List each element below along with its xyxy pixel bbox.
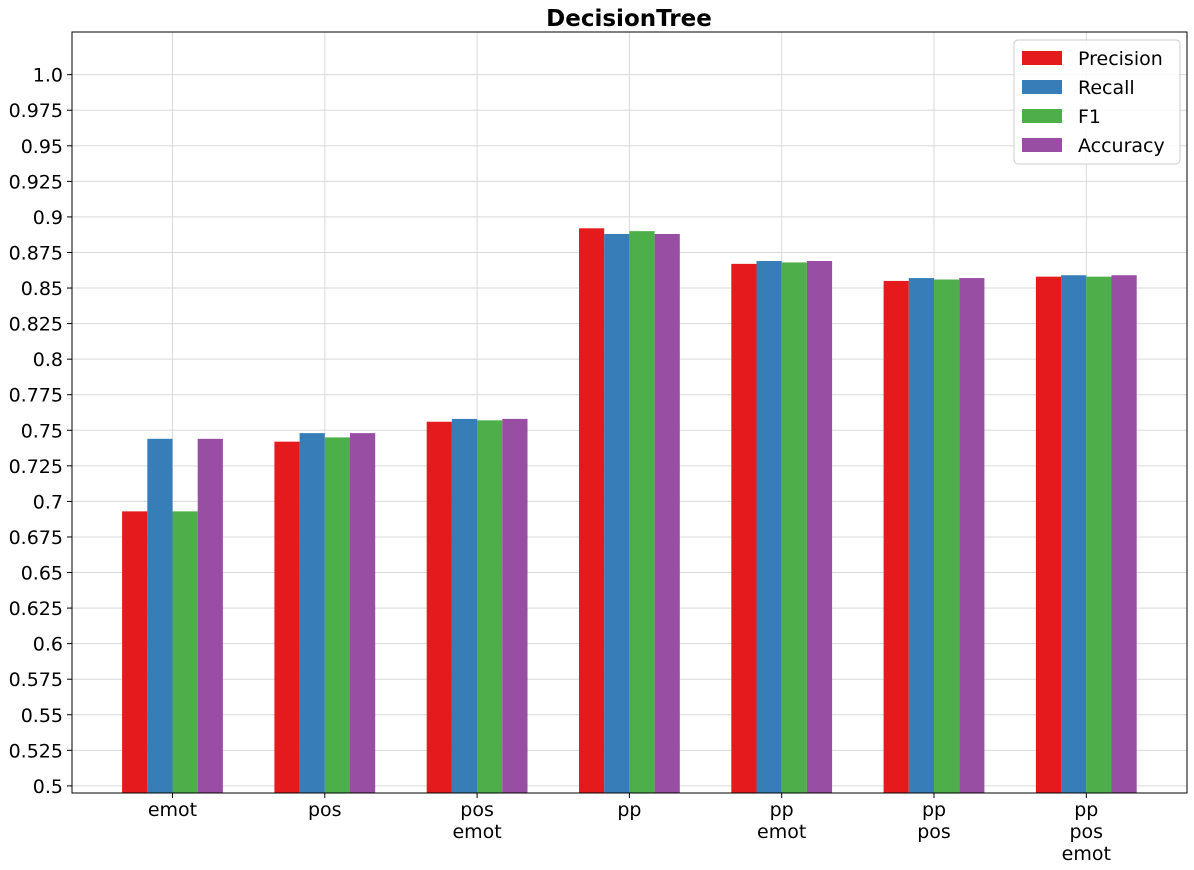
- y-tick-label: 1.0: [33, 65, 63, 87]
- chart-title: DecisionTree: [546, 6, 712, 32]
- y-tick-label: 0.725: [9, 456, 63, 478]
- y-tick-label: 0.825: [9, 314, 63, 336]
- legend-swatch-accuracy: [1022, 138, 1062, 152]
- bar-precision-3: [579, 228, 605, 793]
- x-tick-label: pp: [770, 799, 794, 821]
- bar-f1-0: [172, 511, 198, 793]
- bar-accuracy-6: [1111, 275, 1137, 794]
- bar-precision-6: [1035, 276, 1062, 793]
- bar-accuracy-3: [654, 233, 680, 793]
- bar-recall-5: [908, 278, 934, 793]
- y-tick-label: 0.875: [9, 242, 63, 264]
- bar-precision-2: [426, 421, 452, 793]
- bar-f1-4: [781, 262, 807, 793]
- bar-precision-4: [731, 263, 757, 793]
- bar-recall-4: [756, 261, 782, 793]
- x-tick-label: emot: [148, 799, 197, 821]
- bar-recall-0: [147, 438, 173, 793]
- y-tick-label: 0.775: [9, 385, 63, 407]
- legend: Precision Recall F1 Accuracy: [1013, 39, 1181, 165]
- x-tick-label: pos: [917, 821, 951, 843]
- x-tick-label: pos: [308, 799, 342, 821]
- x-tick-label: emot: [452, 821, 501, 843]
- y-tick-label: 0.625: [9, 598, 63, 620]
- bar-recall-2: [451, 418, 478, 793]
- y-tick-label: 0.575: [9, 669, 63, 691]
- x-tick-label: emot: [757, 821, 806, 843]
- x-tick-label: emot: [1062, 843, 1111, 865]
- legend-swatch-f1: [1022, 109, 1062, 123]
- x-tick-label: pp: [617, 799, 641, 821]
- bar-f1-1: [324, 437, 350, 793]
- bar-accuracy-0: [197, 438, 223, 793]
- y-tick-label: 0.75: [21, 420, 63, 442]
- bar-accuracy-2: [502, 418, 528, 793]
- bar-precision-1: [274, 441, 300, 793]
- y-tick-label: 0.525: [9, 740, 63, 762]
- y-tick-label: 0.95: [21, 136, 63, 158]
- bar-recall-6: [1061, 275, 1087, 794]
- y-tick-label: 0.6: [33, 634, 63, 656]
- legend-swatch-recall: [1022, 80, 1062, 94]
- bar-accuracy-1: [350, 433, 376, 793]
- legend-label-accuracy: Accuracy: [1078, 135, 1165, 157]
- y-axis-ticks: 0.5 0.525 0.55 0.575 0.6 0.625 0.65 0.675 0.7 0.7…: [9, 65, 72, 798]
- y-tick-label: 0.65: [21, 563, 63, 585]
- y-tick-label: 0.85: [21, 278, 63, 300]
- x-tick-label: pp: [1074, 799, 1098, 821]
- legend-label-precision: Precision: [1078, 48, 1163, 70]
- legend-box: [1013, 39, 1181, 165]
- bar-precision-5: [883, 280, 909, 793]
- bar-f1-5: [934, 279, 960, 793]
- bar-recall-1: [299, 433, 325, 793]
- bar-f1-3: [629, 231, 655, 793]
- legend-swatch-precision: [1022, 51, 1062, 65]
- plot-frame: [71, 31, 1188, 794]
- y-tick-label: 0.55: [21, 705, 63, 727]
- legend-label-recall: Recall: [1078, 77, 1135, 99]
- bar-accuracy-4: [806, 261, 833, 793]
- bars: [122, 228, 1137, 794]
- x-tick-label: pp: [922, 799, 946, 821]
- y-tick-label: 0.925: [9, 171, 63, 193]
- bar-f1-2: [477, 420, 503, 793]
- legend-label-f1: F1: [1078, 106, 1101, 128]
- y-tick-label: 0.975: [9, 100, 63, 122]
- y-tick-label: 0.675: [9, 527, 63, 549]
- bar-precision-0: [122, 511, 148, 793]
- y-tick-label: 0.5: [33, 776, 63, 798]
- x-tick-label: pos: [460, 799, 494, 821]
- bar-accuracy-5: [959, 278, 985, 793]
- x-tick-label: pos: [1070, 821, 1104, 843]
- y-tick-label: 0.8: [33, 349, 63, 371]
- y-tick-label: 0.7: [33, 491, 63, 513]
- bar-recall-3: [604, 233, 630, 793]
- bar-f1-6: [1086, 276, 1112, 793]
- y-tick-label: 0.9: [33, 207, 63, 229]
